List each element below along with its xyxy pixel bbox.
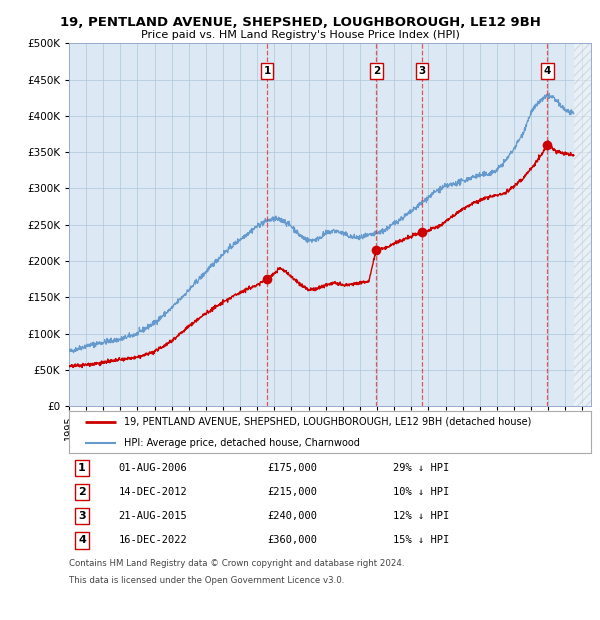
- Text: £215,000: £215,000: [268, 487, 317, 497]
- Text: £175,000: £175,000: [268, 463, 317, 473]
- Text: 3: 3: [419, 66, 426, 76]
- Text: 1: 1: [78, 463, 86, 473]
- Text: 01-AUG-2006: 01-AUG-2006: [119, 463, 187, 473]
- Text: 3: 3: [78, 512, 86, 521]
- Text: 16-DEC-2022: 16-DEC-2022: [119, 536, 187, 546]
- Text: 2: 2: [373, 66, 380, 76]
- Text: 2: 2: [78, 487, 86, 497]
- Text: 12% ↓ HPI: 12% ↓ HPI: [392, 512, 449, 521]
- Text: 4: 4: [544, 66, 551, 76]
- Text: 19, PENTLAND AVENUE, SHEPSHED, LOUGHBOROUGH, LE12 9BH (detached house): 19, PENTLAND AVENUE, SHEPSHED, LOUGHBORO…: [124, 417, 531, 427]
- Text: 10% ↓ HPI: 10% ↓ HPI: [392, 487, 449, 497]
- Text: This data is licensed under the Open Government Licence v3.0.: This data is licensed under the Open Gov…: [69, 576, 344, 585]
- Text: 14-DEC-2012: 14-DEC-2012: [119, 487, 187, 497]
- Text: HPI: Average price, detached house, Charnwood: HPI: Average price, detached house, Char…: [124, 438, 359, 448]
- Text: 15% ↓ HPI: 15% ↓ HPI: [392, 536, 449, 546]
- Text: £240,000: £240,000: [268, 512, 317, 521]
- Text: Contains HM Land Registry data © Crown copyright and database right 2024.: Contains HM Land Registry data © Crown c…: [69, 559, 404, 568]
- Text: 21-AUG-2015: 21-AUG-2015: [119, 512, 187, 521]
- Text: 1: 1: [263, 66, 271, 76]
- Text: 19, PENTLAND AVENUE, SHEPSHED, LOUGHBOROUGH, LE12 9BH: 19, PENTLAND AVENUE, SHEPSHED, LOUGHBORO…: [59, 16, 541, 29]
- Text: 4: 4: [78, 536, 86, 546]
- Text: £360,000: £360,000: [268, 536, 317, 546]
- Bar: [574, 43, 591, 406]
- Text: Price paid vs. HM Land Registry's House Price Index (HPI): Price paid vs. HM Land Registry's House …: [140, 30, 460, 40]
- Text: 29% ↓ HPI: 29% ↓ HPI: [392, 463, 449, 473]
